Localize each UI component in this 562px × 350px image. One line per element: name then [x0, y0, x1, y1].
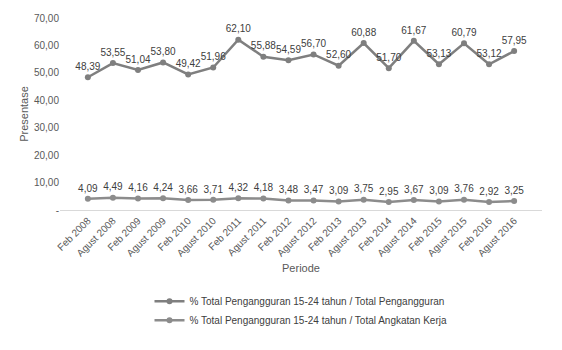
svg-text:53,55: 53,55	[100, 47, 125, 58]
svg-text:3,75: 3,75	[354, 183, 374, 194]
svg-text:60,79: 60,79	[451, 27, 476, 38]
svg-text:Feb 2010: Feb 2010	[155, 215, 193, 253]
svg-text:53,12: 53,12	[477, 48, 502, 59]
svg-text:Agust 2008: Agust 2008	[74, 215, 118, 259]
svg-text:50,00: 50,00	[34, 67, 59, 78]
svg-text:4,18: 4,18	[254, 182, 274, 193]
svg-text:53,13: 53,13	[426, 48, 451, 59]
svg-text:3,76: 3,76	[454, 183, 474, 194]
svg-text:Periode: Periode	[282, 262, 320, 274]
svg-text:Presentase: Presentase	[18, 86, 30, 142]
svg-text:Agust 2016: Agust 2016	[476, 215, 520, 259]
svg-text:49,42: 49,42	[176, 58, 201, 69]
svg-text:Agust 2009: Agust 2009	[124, 215, 168, 259]
svg-text:3,67: 3,67	[404, 184, 424, 195]
svg-text:3,71: 3,71	[203, 184, 223, 195]
svg-text:3,66: 3,66	[178, 184, 198, 195]
svg-text:53,80: 53,80	[151, 46, 176, 57]
svg-text:52,60: 52,60	[326, 49, 351, 60]
svg-text:51,70: 51,70	[376, 52, 401, 63]
svg-text:51,04: 51,04	[125, 54, 150, 65]
svg-text:Feb 2015: Feb 2015	[406, 215, 444, 253]
svg-text:% Total Pengangguran 15-24 tah: % Total Pengangguran 15-24 tahun / Total…	[190, 296, 445, 307]
svg-text:Agust 2010: Agust 2010	[175, 215, 219, 259]
svg-text:70,00: 70,00	[34, 13, 59, 24]
svg-text:51,96: 51,96	[201, 51, 226, 62]
svg-text:Feb 2012: Feb 2012	[256, 215, 294, 253]
svg-text:Feb 2008: Feb 2008	[55, 215, 93, 253]
svg-text:Feb 2016: Feb 2016	[456, 215, 494, 253]
svg-text:% Total Pengangguran 15-24 tah: % Total Pengangguran 15-24 tahun / Total…	[190, 315, 447, 326]
svg-text:Agust 2013: Agust 2013	[325, 215, 369, 259]
svg-text:40,00: 40,00	[34, 95, 59, 106]
svg-text:Feb 2014: Feb 2014	[356, 215, 394, 253]
svg-text:2,92: 2,92	[479, 186, 499, 197]
svg-text:Feb 2009: Feb 2009	[105, 215, 143, 253]
svg-text:48,39: 48,39	[75, 61, 100, 72]
svg-text:2,95: 2,95	[379, 186, 399, 197]
svg-text:60,88: 60,88	[351, 27, 376, 38]
svg-text:3,09: 3,09	[329, 185, 349, 196]
svg-text:62,10: 62,10	[226, 23, 251, 34]
svg-text:56,70: 56,70	[301, 38, 326, 49]
svg-text:Feb 2013: Feb 2013	[306, 215, 344, 253]
svg-text:-: -	[56, 205, 59, 216]
svg-text:Feb 2011: Feb 2011	[206, 215, 243, 252]
svg-text:10,00: 10,00	[34, 177, 59, 188]
svg-text:20,00: 20,00	[34, 150, 59, 161]
svg-text:3,47: 3,47	[304, 184, 324, 195]
svg-text:3,09: 3,09	[429, 185, 449, 196]
svg-text:55,88: 55,88	[251, 40, 276, 51]
svg-text:Agust 2014: Agust 2014	[375, 215, 419, 259]
svg-text:4,24: 4,24	[153, 182, 173, 193]
svg-text:4,32: 4,32	[229, 182, 249, 193]
svg-text:Agust 2015: Agust 2015	[425, 215, 469, 259]
svg-text:57,95: 57,95	[502, 35, 527, 46]
svg-text:4,16: 4,16	[128, 182, 148, 193]
svg-text:60,00: 60,00	[34, 40, 59, 51]
svg-text:3,48: 3,48	[279, 184, 299, 195]
svg-text:Agust 2011: Agust 2011	[225, 215, 268, 258]
svg-text:30,00: 30,00	[34, 122, 59, 133]
svg-text:54,59: 54,59	[276, 44, 301, 55]
svg-text:3,25: 3,25	[504, 185, 524, 196]
svg-text:61,67: 61,67	[401, 25, 426, 36]
svg-text:4,49: 4,49	[103, 181, 123, 192]
svg-text:Agust 2012: Agust 2012	[275, 215, 319, 259]
svg-text:4,09: 4,09	[78, 183, 98, 194]
